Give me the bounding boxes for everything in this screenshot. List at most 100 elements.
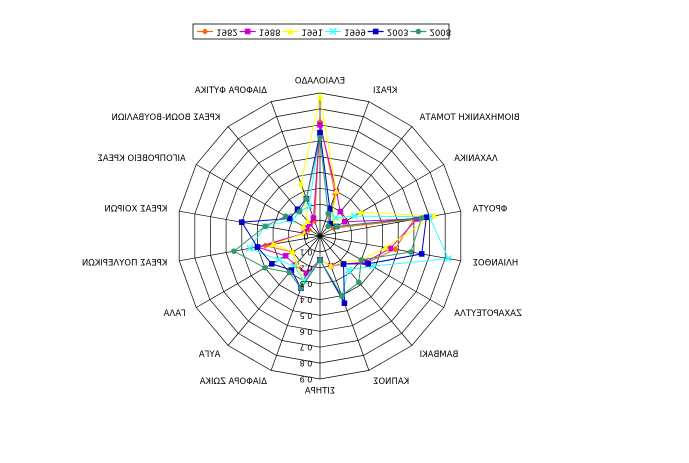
point-2003-7	[340, 261, 347, 267]
point-1991-13	[269, 240, 277, 247]
point-1982-1	[332, 190, 339, 198]
category-label-16: ΚΡΕΑΣ ΒΟΩΝ-ΒΟΥΒΑΛΙΩΝ	[111, 113, 220, 123]
point-1991-17	[297, 180, 305, 187]
point-2003-12	[269, 261, 275, 267]
radar-grid	[178, 92, 462, 380]
legend-label-2003: 2003	[387, 27, 409, 37]
spoke-4	[319, 210, 461, 237]
point-2008-2	[325, 223, 331, 230]
point-1991-8	[327, 262, 335, 269]
category-label-8: ΚΑΠΝΟΣ	[373, 377, 409, 387]
point-2008-8	[338, 292, 345, 299]
point-2008-10	[298, 285, 304, 292]
point-1999-13	[246, 244, 254, 252]
point-1991-14	[301, 229, 308, 236]
point-1991-4	[430, 212, 438, 219]
legend-swatch-marker	[287, 28, 294, 35]
point-1991-5	[382, 244, 390, 251]
category-label-7: ΒΑΜΒΑΚΙ	[420, 350, 459, 360]
point-2003-0	[317, 129, 323, 136]
point-1982-5	[391, 246, 399, 253]
legend-item-1999: 1999	[325, 27, 366, 37]
spoke-10	[270, 235, 321, 371]
legend-swatch-marker	[329, 27, 337, 36]
category-label-4: ΦΡΟΥΤΑ	[472, 205, 507, 215]
point-2008-12	[262, 264, 268, 271]
point-2003-14	[238, 219, 245, 226]
point-2003-1	[326, 206, 333, 212]
point-1991-12	[289, 248, 296, 255]
point-2003-2	[327, 221, 334, 227]
category-label-14: ΚΡΕΑΣ ΧΟΙΡΩΝ	[104, 205, 167, 215]
spoke-12	[196, 235, 321, 308]
point-1988-0	[317, 121, 323, 128]
legend-swatch-marker	[244, 28, 251, 35]
point-2008-1	[325, 210, 331, 217]
point-2008-7	[356, 279, 362, 286]
category-label-15: ΑΙΓΟΠΡΟΒΕΙΟ ΚΡΕΑΣ	[97, 154, 185, 164]
category-label-17: ΔΙΑΦΟΡΑ ΦΥΤΙΚΑ	[195, 86, 267, 96]
point-1991-16	[304, 218, 312, 224]
point-1991-1	[333, 187, 340, 194]
tick-label-2: 0.2	[300, 263, 313, 272]
point-1988-17	[310, 215, 317, 221]
category-label-3: ΛΑΧΑΝΙΚΑ	[454, 154, 498, 164]
point-1988-12	[282, 253, 289, 259]
legend-item-2003: 2003	[367, 27, 409, 37]
point-2003-13	[254, 244, 261, 250]
point-1999-10	[300, 277, 308, 285]
series-layer	[231, 92, 452, 306]
legend-label-1988: 1988	[259, 27, 281, 37]
spoke-11	[227, 235, 321, 346]
point-2003-15	[286, 215, 293, 222]
point-2008-6	[358, 257, 365, 263]
spoke-6	[319, 235, 444, 308]
point-2008-3	[333, 223, 340, 230]
point-2003-5	[418, 251, 425, 257]
tick-label-7: 0.7	[300, 343, 313, 352]
category-label-11: ΑΥΓΑ	[199, 350, 221, 360]
point-1999-2	[331, 214, 339, 222]
legend-label-1991: 1991	[301, 27, 323, 37]
category-label-5: ΗΛΙΑΝΘΟΣ	[473, 258, 519, 268]
point-1988-2	[337, 208, 344, 215]
point-2003-16	[294, 206, 301, 213]
spoke-17	[270, 101, 321, 237]
point-1999-17	[305, 202, 313, 210]
spoke-3	[319, 164, 444, 237]
point-2008-14	[262, 223, 269, 230]
point-2008-0	[317, 134, 323, 141]
point-1988-10	[303, 270, 310, 277]
point-2008-9	[317, 257, 323, 263]
point-2008-5	[407, 249, 414, 255]
tick-label-3: 0.3	[300, 279, 313, 288]
spoke-16	[227, 126, 321, 237]
series-1988	[254, 121, 420, 277]
tick-label-8: 0.8	[300, 359, 313, 368]
legend-label-1982: 1982	[216, 27, 238, 37]
point-1988-5	[387, 245, 394, 252]
point-1999-7	[345, 266, 353, 274]
legend-item-1991: 1991	[282, 27, 323, 37]
legend: 1982 1988 1991 1999 2003 2008	[192, 23, 451, 40]
legend-item-1988: 1988	[239, 27, 281, 37]
point-1999-12	[275, 256, 283, 264]
category-label-2: ΒΙΟΜΗΧΑΝΙΚΗ ΤΟΜΑΤΑ	[419, 113, 519, 123]
point-1988-15	[303, 225, 310, 231]
point-1982-13	[262, 242, 269, 249]
point-2008-17	[303, 195, 310, 202]
point-1982-0	[316, 118, 324, 125]
legend-box	[192, 23, 450, 40]
category-label-13: ΚΡΕΑΣ ΠΟΥΛΕΡΙΚΩΝ	[82, 258, 167, 268]
legend-label-2008: 2008	[429, 27, 451, 37]
point-2003-6	[365, 261, 371, 267]
point-2003-8	[341, 300, 348, 306]
legend-swatch-marker	[372, 28, 379, 35]
spoke-7	[319, 235, 413, 346]
tick-labels: 0 0.1 0.2 0.3 0.4 0.5 0.6 0.7 0.8 0.9	[300, 232, 313, 384]
legend-item-2008: 2008	[410, 27, 451, 37]
category-label-6: ΖΑΧΑΡΟΤΕΥΤΛΑ	[454, 309, 522, 319]
point-1988-3	[341, 218, 348, 225]
